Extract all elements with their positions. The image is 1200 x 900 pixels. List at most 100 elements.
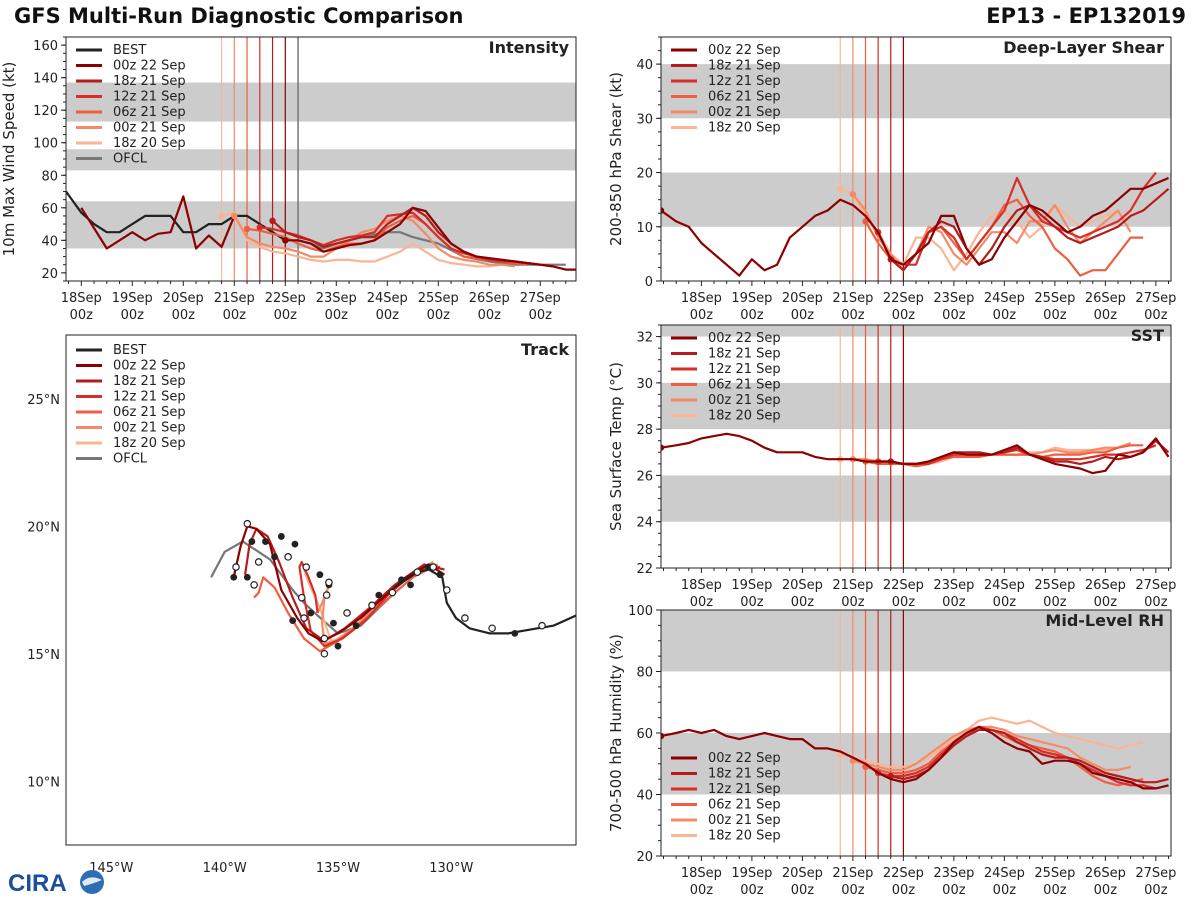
cira-logo: CIRA [8,870,104,896]
intensity-ytick-label: 60 [41,202,58,217]
track-open-marker [488,624,496,633]
intensity-ytick-label: 140 [33,72,58,87]
shear-series-start-0 [661,207,665,214]
track-ytick-label: 15°N [27,648,60,663]
intensity-series-0 [285,206,576,271]
track-legend-label-best: BEST [113,343,146,358]
track-title: Track [521,340,569,359]
rh-xtick-label: 19Sep [731,866,772,881]
intensity-xtick-label: 00z [274,308,298,323]
rh-xtick-label: 00z [1043,883,1067,898]
shear-xtick-label: 27Sep [1135,291,1176,306]
intensity-series-start-1 [269,217,276,225]
shear-series-5 [839,187,1119,272]
rh-xtick-label: 00z [791,883,815,898]
intensity-xtick-label: 27Sep [520,291,561,306]
rh-xtick-label: 18Sep [681,866,722,881]
shear-xtick-label: 22Sep [883,291,924,306]
track-xtick-label: 130°W [429,861,473,876]
shear-shade-band [661,64,1171,119]
track-open-marker [320,634,329,643]
rh-title: Mid-Level RH [1045,611,1164,630]
sst-ytick-label: 28 [636,423,653,438]
intensity-ylabel: 10m Max Wind Speed (kt) [0,62,18,257]
intensity-series-5 [221,211,503,268]
rh-xtick-label: 00z [1094,883,1118,898]
track-open-marker [538,621,546,630]
track-filled-marker [334,642,342,650]
rh-ytick-label: 60 [636,727,653,742]
sst-xtick-label: 20Sep [782,578,823,593]
intensity-ytick-label: 100 [33,137,58,152]
rh-xtick-label: 00z [690,883,714,898]
track-open-marker [300,614,308,622]
rh-legend-label-run-3: 06z 21 Sep [708,798,781,813]
rh-xtick-label: 20Sep [782,866,823,881]
sst-xtick-label: 19Sep [731,578,772,593]
sst-xtick-label: 25Sep [1034,578,1075,593]
shear-xtick-label: 26Sep [1085,291,1126,306]
intensity-legend-label-run-5: 18z 20 Sep [113,136,186,151]
rh-xtick-label: 23Sep [933,866,974,881]
sst-xtick-label: 00z [1043,595,1067,610]
shear-xtick-label: 25Sep [1034,291,1075,306]
intensity-legend-label-ofcl: OFCL [113,152,148,167]
shear-legend-label-run-1: 18z 21 Sep [708,59,781,74]
rh-xtick-label: 27Sep [1135,866,1176,881]
sst-series-2 [878,444,1157,465]
rh-ytick-label: 40 [636,789,653,804]
storm-id: EP13 - EP132019 [986,4,1186,28]
sst-ytick-label: 30 [636,377,653,392]
shear-legend-label-run-5: 18z 20 Sep [708,121,781,136]
track-filled-marker [262,538,269,545]
rh-legend-label-run-2: 12z 21 Sep [708,782,781,797]
intensity-shade-band [66,201,576,249]
track-filled-marker [277,533,285,540]
track-filled-marker [511,629,519,637]
shear-ytick-label: 30 [636,112,653,127]
shear-series-2 [877,171,1157,266]
rh-xtick-label: 00z [1144,883,1168,898]
intensity-xtick-label: 00z [223,308,247,323]
cira-logo-text: CIRA [8,870,67,896]
intensity-ytick-label: 160 [33,39,58,54]
sst-xtick-label: 00z [892,595,916,610]
intensity-xtick-label: 00z [70,308,94,323]
track-filled-marker [375,591,383,599]
sst-series-3 [865,444,1144,468]
intensity-series-start-5 [218,212,225,220]
intensity-ytick-label: 80 [41,169,58,184]
track-background [66,335,576,845]
track-open-marker [297,593,306,602]
track-legend-label-run-2: 12z 21 Sep [113,390,186,405]
shear-xtick-label: 24Sep [984,291,1025,306]
track-open-marker [322,591,331,599]
sst-shade-band [661,475,1171,522]
sst-xtick-label: 21Sep [832,578,873,593]
track-open-marker [429,563,438,571]
sst-series-start-0 [661,444,665,451]
sst-legend-label-run-0: 00z 22 Sep [708,331,781,346]
rh-legend-label-run-5: 18z 20 Sep [708,829,781,844]
intensity-shade-band [66,149,576,171]
intensity-xtick-label: 23Sep [316,291,357,306]
intensity-xtick-label: 22Sep [265,291,306,306]
track-legend-label-run-4: 00z 21 Sep [113,421,186,436]
intensity-ofcl-line [297,231,566,266]
shear-xtick-label: 00z [690,308,714,323]
shear-xtick-label: 00z [942,308,966,323]
intensity-legend-label-run-3: 06z 21 Sep [113,105,186,120]
shear-xtick-label: 00z [841,308,865,323]
track-filled-marker [407,581,414,589]
shear-legend-label-run-2: 12z 21 Sep [708,74,781,89]
shear-ytick-label: 40 [636,58,653,73]
track-filled-marker [436,571,444,579]
intensity-xtick-label: 25Sep [418,291,459,306]
rh-shade-band [661,610,1171,672]
track-filled-marker [230,573,238,581]
shear-legend-label-run-3: 06z 21 Sep [708,90,781,105]
sst-legend-label-run-1: 18z 21 Sep [708,347,781,362]
intensity-best-line [66,190,286,242]
